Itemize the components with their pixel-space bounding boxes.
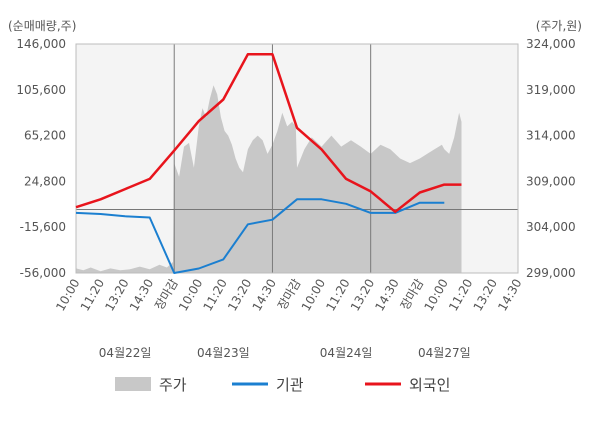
x-tick-label: 13:20 — [471, 277, 500, 314]
right-tick-label: 299,000 — [526, 266, 576, 280]
series-line-foreign — [75, 52, 462, 214]
x-axis-ticks: 10:0011:2013:2014:30장마감10:0011:2013:2014… — [53, 277, 524, 314]
right-axis-unit: (주가,원) — [536, 19, 582, 33]
x-tick-label: 10:00 — [176, 277, 205, 314]
right-tick-label: 314,000 — [526, 129, 576, 143]
x-tick-label: 13:20 — [348, 277, 377, 314]
right-tick-label: 324,000 — [526, 37, 576, 51]
left-tick-label: 65,200 — [24, 129, 66, 143]
x-tick-label: 11:20 — [78, 277, 107, 314]
right-tick-label: 309,000 — [526, 174, 576, 188]
x-tick-label: 13:20 — [225, 277, 254, 314]
x-tick-label: 13:20 — [102, 277, 131, 314]
date-label: 04월24일 — [320, 346, 373, 360]
chart-legend: 주가 기관 외국인 — [115, 376, 450, 394]
left-tick-label: -56,000 — [20, 266, 66, 280]
date-label: 04월27일 — [418, 346, 471, 360]
x-tick-label: 14:30 — [250, 277, 279, 314]
date-label: 04월23일 — [197, 346, 250, 360]
date-labels: 04월22일 04월23일 04월24일 04월27일 — [99, 346, 471, 360]
left-tick-label: 24,800 — [24, 174, 66, 188]
series-line-institution — [75, 198, 445, 274]
x-tick-label: 10:00 — [53, 277, 82, 314]
x-tick-label: 10:00 — [422, 277, 451, 314]
price-area — [76, 85, 462, 273]
legend-label: 외국인 — [409, 376, 450, 394]
left-tick-label: -15,600 — [20, 220, 66, 234]
plot-area — [75, 43, 519, 274]
left-tick-label: 146,000 — [16, 37, 66, 51]
x-tick-label: 11:20 — [446, 277, 475, 314]
plot-frame — [75, 43, 519, 274]
x-tick-label: 14:30 — [127, 277, 156, 314]
legend-label: 주가 — [159, 376, 187, 394]
right-axis-ticks: 324,000 319,000 314,000 309,000 304,000 299,0… — [526, 37, 576, 280]
x-tick-label: 10:00 — [299, 277, 328, 314]
x-tick-label: 11:20 — [323, 277, 352, 314]
left-tick-label: 105,600 — [16, 83, 66, 97]
left-axis-unit: (순매매량,주) — [8, 19, 76, 33]
x-tick-label: 14:30 — [495, 277, 524, 314]
right-tick-label: 319,000 — [526, 83, 576, 97]
left-axis-ticks: 146,000 105,600 65,200 24,800 -15,600 -56,000 — [16, 37, 66, 280]
right-tick-label: 304,000 — [526, 220, 576, 234]
legend-label: 기관 — [276, 376, 304, 394]
legend-swatch-price — [115, 377, 151, 391]
x-tick-label: 11:20 — [201, 277, 230, 314]
date-label: 04월22일 — [99, 346, 152, 360]
x-tick-label: 14:30 — [372, 277, 401, 314]
